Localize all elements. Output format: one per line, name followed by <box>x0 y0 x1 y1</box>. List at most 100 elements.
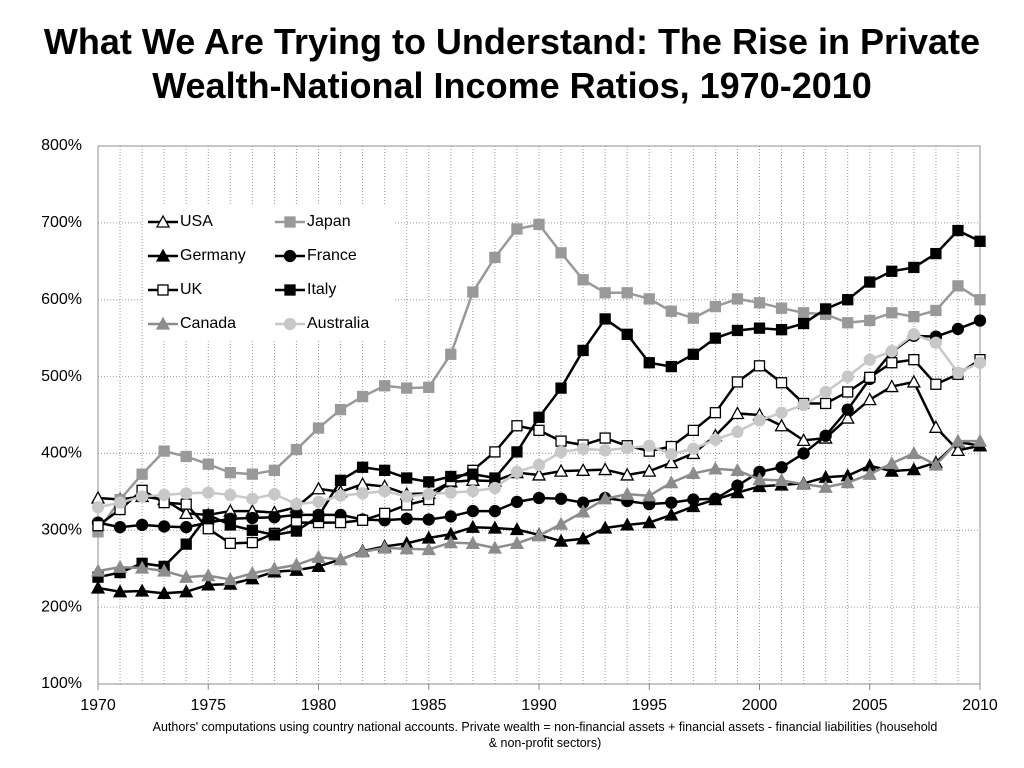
marker <box>400 490 413 503</box>
marker <box>445 470 457 483</box>
marker <box>708 461 723 475</box>
marker <box>135 583 150 597</box>
marker <box>553 516 569 530</box>
marker <box>467 468 479 480</box>
legend-label: Canada <box>180 315 236 332</box>
marker <box>842 386 854 398</box>
marker <box>509 522 525 536</box>
x-tick-label: 2010 <box>962 697 998 714</box>
marker <box>884 456 899 470</box>
marker <box>399 541 414 555</box>
marker <box>577 274 589 286</box>
marker <box>378 380 391 392</box>
marker <box>730 406 745 420</box>
marker <box>531 467 547 481</box>
marker <box>621 287 633 299</box>
marker <box>820 303 832 315</box>
marker <box>356 390 369 403</box>
marker <box>884 379 899 393</box>
marker <box>884 463 899 477</box>
marker <box>489 472 501 484</box>
marker <box>445 348 457 360</box>
y-tick-label: 300% <box>41 522 82 539</box>
marker <box>311 559 326 573</box>
marker <box>930 304 942 317</box>
x-tick-label: 1975 <box>190 697 226 714</box>
marker <box>796 476 811 490</box>
marker <box>246 468 259 480</box>
marker <box>201 577 216 591</box>
marker <box>952 224 964 237</box>
marker <box>598 462 613 476</box>
marker <box>753 360 766 372</box>
marker <box>443 535 458 549</box>
marker <box>576 462 591 476</box>
marker <box>401 382 413 394</box>
marker <box>908 354 920 366</box>
marker <box>268 488 281 501</box>
marker <box>377 540 392 554</box>
marker <box>664 455 679 469</box>
marker <box>553 533 569 547</box>
legend: USA Japan Germany France UK Italy Canada Austra… <box>143 205 393 339</box>
marker <box>819 385 832 399</box>
source-note: Authors' computations using country nati… <box>152 720 938 750</box>
marker <box>334 489 347 502</box>
marker <box>466 504 480 518</box>
marker <box>862 466 877 480</box>
marker <box>202 486 215 499</box>
marker <box>289 557 304 571</box>
marker <box>687 348 699 360</box>
marker <box>510 465 524 479</box>
legend-box <box>143 205 393 339</box>
y-tick-label: 800% <box>41 137 82 154</box>
marker <box>157 284 169 296</box>
marker <box>311 549 326 563</box>
marker <box>864 314 876 327</box>
marker <box>775 461 788 474</box>
marker <box>92 520 104 532</box>
marker <box>643 439 656 452</box>
marker <box>709 433 722 446</box>
marker <box>908 261 920 274</box>
marker <box>731 293 744 305</box>
x-tick-label: 1970 <box>80 697 116 714</box>
marker <box>180 450 192 463</box>
marker <box>642 463 657 477</box>
x-tick-label: 1995 <box>631 697 667 714</box>
marker <box>973 356 987 369</box>
marker <box>752 479 767 493</box>
marker <box>731 425 744 439</box>
marker <box>797 307 810 319</box>
marker <box>555 435 567 447</box>
marker <box>532 458 546 472</box>
marker <box>797 398 810 412</box>
marker <box>333 552 348 566</box>
marker <box>157 563 172 577</box>
marker <box>489 251 501 264</box>
marker <box>797 447 810 460</box>
marker <box>665 305 677 317</box>
marker <box>862 392 877 406</box>
legend-label: Japan <box>307 213 351 230</box>
marker <box>509 535 525 550</box>
legend-label: Germany <box>180 247 246 264</box>
marker <box>818 479 833 493</box>
x-tick-label: 2005 <box>852 697 888 714</box>
marker <box>355 544 370 558</box>
marker <box>951 366 965 379</box>
marker <box>555 382 567 394</box>
marker <box>223 572 238 586</box>
marker <box>179 506 194 520</box>
marker <box>422 488 435 501</box>
marker <box>599 432 611 444</box>
marker <box>444 510 457 523</box>
marker <box>885 345 898 358</box>
marker <box>179 584 194 598</box>
marker <box>202 523 214 535</box>
marker <box>731 324 744 337</box>
marker <box>665 448 678 461</box>
marker <box>533 218 545 231</box>
marker <box>554 492 568 505</box>
